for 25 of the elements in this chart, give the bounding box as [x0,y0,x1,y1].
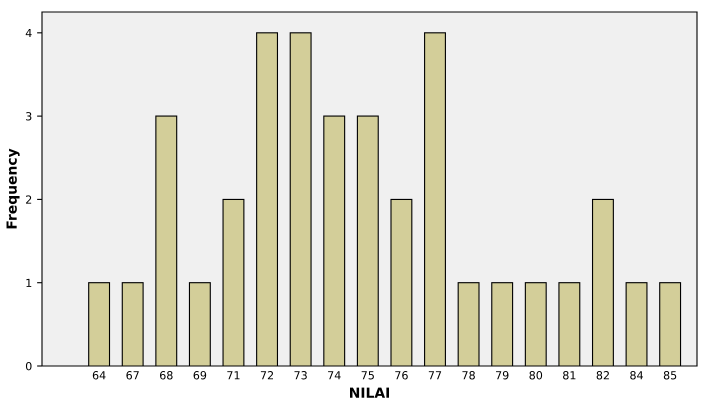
x-tick-label: 74 [328,371,341,380]
x-tick-label: 85 [664,371,676,380]
x-tick-label: 75 [362,371,374,380]
x-tick-label: 79 [496,371,508,380]
x-tick-label: 81 [563,371,576,380]
x-tick-label: 82 [596,371,609,380]
x-tick-label: 73 [294,371,307,380]
y-tick-label: 3 [26,112,32,120]
y-tick-label: 4 [26,28,32,38]
x-axis-title: NILAI [350,388,389,398]
x-tick-label: 80 [529,371,542,380]
x-tick-label: 78 [462,371,475,380]
x-tick-label: 69 [194,371,206,380]
x-tick-label: 84 [630,371,643,380]
x-tick-label: 76 [395,371,408,380]
x-tick-label: 68 [160,371,173,380]
x-tick-label: 77 [428,371,442,380]
x-tick-label: 71 [227,371,240,380]
y-tick-label: 1 [26,278,32,287]
y-axis-title: Frequency [6,148,20,228]
x-tick-label: 67 [126,371,139,380]
x-tick-label: 64 [92,371,106,380]
x-tick-label: 72 [260,371,274,380]
y-tick-label: 2 [26,195,32,204]
y-tick-label: 0 [26,362,32,370]
